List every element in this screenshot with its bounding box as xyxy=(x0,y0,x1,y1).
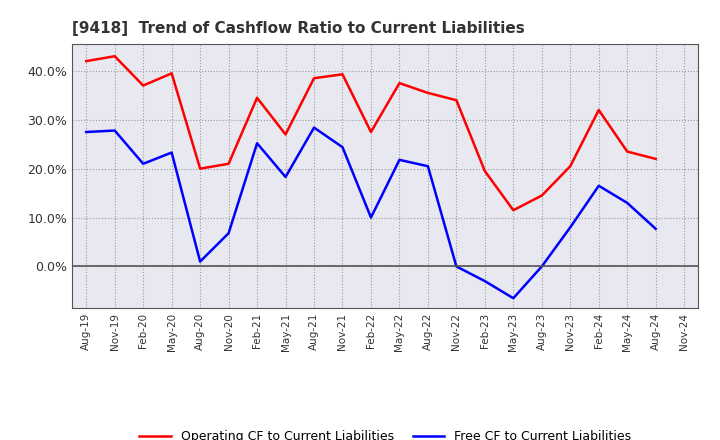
Operating CF to Current Liabilities xyxy=(225,161,233,166)
Operating CF to Current Liabilities xyxy=(509,208,518,213)
Free CF to Current Liabilities xyxy=(82,129,91,135)
Legend: Operating CF to Current Liabilities, Free CF to Current Liabilities: Operating CF to Current Liabilities, Fre… xyxy=(135,425,636,440)
Free CF to Current Liabilities xyxy=(310,125,318,130)
Free CF to Current Liabilities xyxy=(652,226,660,231)
Free CF to Current Liabilities xyxy=(509,296,518,301)
Operating CF to Current Liabilities xyxy=(253,95,261,100)
Free CF to Current Liabilities xyxy=(537,264,546,269)
Free CF to Current Liabilities xyxy=(480,279,489,284)
Free CF to Current Liabilities xyxy=(167,150,176,155)
Free CF to Current Liabilities xyxy=(395,157,404,162)
Operating CF to Current Liabilities xyxy=(167,71,176,76)
Free CF to Current Liabilities xyxy=(110,128,119,133)
Free CF to Current Liabilities xyxy=(595,183,603,188)
Free CF to Current Liabilities xyxy=(423,164,432,169)
Free CF to Current Liabilities xyxy=(338,144,347,150)
Free CF to Current Liabilities xyxy=(566,225,575,230)
Free CF to Current Liabilities xyxy=(139,161,148,166)
Line: Operating CF to Current Liabilities: Operating CF to Current Liabilities xyxy=(86,56,656,210)
Operating CF to Current Liabilities xyxy=(139,83,148,88)
Operating CF to Current Liabilities xyxy=(423,90,432,95)
Operating CF to Current Liabilities xyxy=(480,169,489,174)
Free CF to Current Liabilities xyxy=(366,215,375,220)
Free CF to Current Liabilities xyxy=(253,141,261,146)
Operating CF to Current Liabilities xyxy=(566,164,575,169)
Operating CF to Current Liabilities xyxy=(395,81,404,86)
Operating CF to Current Liabilities xyxy=(537,193,546,198)
Free CF to Current Liabilities xyxy=(225,231,233,236)
Operating CF to Current Liabilities xyxy=(338,72,347,77)
Free CF to Current Liabilities xyxy=(623,200,631,205)
Text: [9418]  Trend of Cashflow Ratio to Current Liabilities: [9418] Trend of Cashflow Ratio to Curren… xyxy=(72,21,525,36)
Operating CF to Current Liabilities xyxy=(452,98,461,103)
Free CF to Current Liabilities xyxy=(282,174,290,180)
Line: Free CF to Current Liabilities: Free CF to Current Liabilities xyxy=(86,128,656,298)
Operating CF to Current Liabilities xyxy=(196,166,204,171)
Operating CF to Current Liabilities xyxy=(282,132,290,137)
Operating CF to Current Liabilities xyxy=(652,156,660,161)
Operating CF to Current Liabilities xyxy=(595,107,603,113)
Operating CF to Current Liabilities xyxy=(623,149,631,154)
Operating CF to Current Liabilities xyxy=(110,54,119,59)
Operating CF to Current Liabilities xyxy=(366,129,375,135)
Free CF to Current Liabilities xyxy=(196,259,204,264)
Operating CF to Current Liabilities xyxy=(310,76,318,81)
Operating CF to Current Liabilities xyxy=(82,59,91,64)
Free CF to Current Liabilities xyxy=(452,264,461,269)
